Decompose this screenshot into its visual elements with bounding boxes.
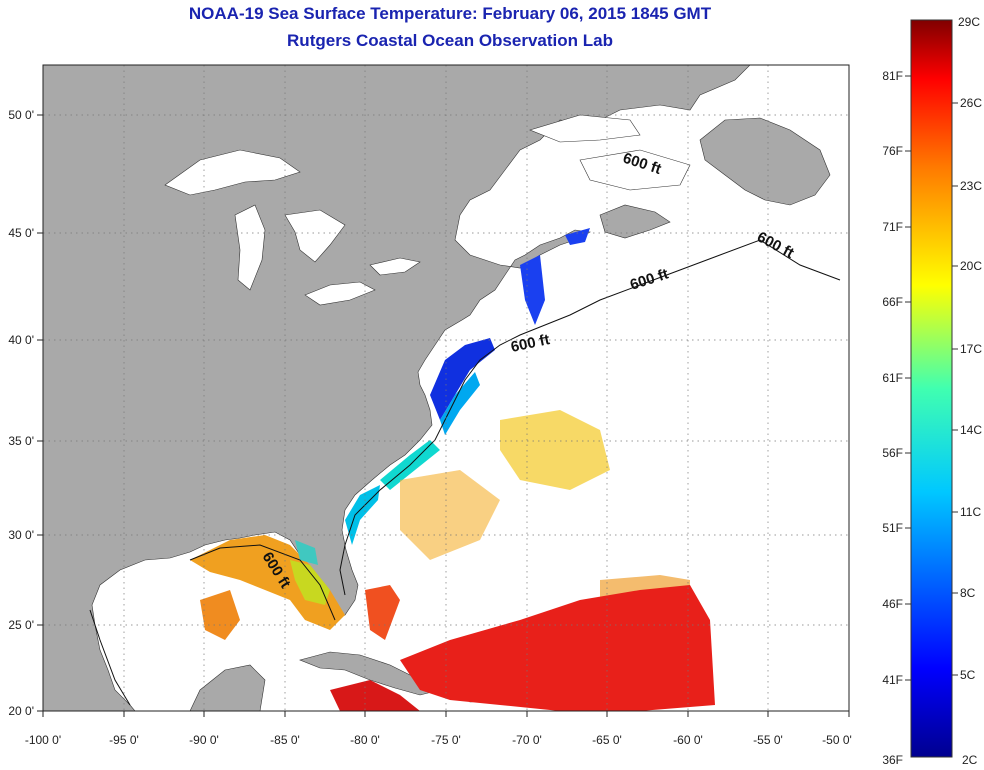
lon-label: -85 0' (270, 733, 300, 747)
lon-label: -75 0' (431, 733, 461, 747)
lat-label: 30 0' (8, 528, 34, 542)
land-newfoundland (699, 117, 831, 206)
lat-label: 35 0' (8, 434, 34, 448)
colorbar-c-label: 14C (960, 423, 982, 437)
map-subtitle: Rutgers Coastal Ocean Observation Lab (287, 31, 613, 50)
colorbar-bottom-c: 2C (962, 753, 978, 767)
colorbar-c-label: 5C (960, 668, 976, 682)
lon-label: -70 0' (512, 733, 542, 747)
colorbar-c-label: 11C (960, 505, 981, 519)
lat-label: 40 0' (8, 333, 34, 347)
colorbar-f-label: 46F (882, 597, 903, 611)
lon-label: -100 0' (25, 733, 61, 747)
land-north-america (43, 65, 751, 711)
lat-label: 45 0' (8, 226, 34, 240)
colorbar-f-label: 66F (882, 295, 903, 309)
lon-label: -80 0' (350, 733, 380, 747)
colorbar-gradient (910, 19, 953, 758)
colorbar-top-c: 29C (958, 15, 980, 29)
colorbar-f-label: 51F (882, 521, 903, 535)
lon-label: -90 0' (189, 733, 219, 747)
colorbar-bottom-f: 36F (882, 753, 903, 767)
colorbar-c-label: 17C (960, 342, 982, 356)
colorbar-c-label: 23C (960, 179, 982, 193)
lon-label: -65 0' (592, 733, 622, 747)
colorbar-c-label: 26C (960, 96, 982, 110)
latitude-labels: 50 0' 45 0' 40 0' 35 0' 30 0' 25 0' 20 0… (8, 108, 34, 718)
lat-label: 20 0' (8, 704, 34, 718)
colorbar-f-label: 71F (882, 220, 903, 234)
great-lakes (164, 114, 691, 306)
longitude-labels: -100 0' -95 0' -90 0' -85 0' -80 0' -75 … (25, 733, 852, 747)
tick-marks (37, 114, 850, 717)
lat-label: 25 0' (8, 618, 34, 632)
lon-label: -50 0' (822, 733, 852, 747)
sst-field-warm (330, 410, 715, 711)
isobath-600ft (89, 239, 841, 706)
sst-field-gulf (190, 535, 345, 640)
lon-label: -55 0' (753, 733, 783, 747)
colorbar-f-label: 76F (882, 144, 903, 158)
colorbar-c-label: 20C (960, 259, 982, 273)
lon-label: -60 0' (673, 733, 703, 747)
colorbar-f-label: 56F (882, 446, 903, 460)
land-yucatan (189, 664, 266, 711)
land-nova-scotia (599, 204, 671, 239)
colorbar-c-label: 8C (960, 586, 976, 600)
colorbar-f-label: 41F (882, 673, 903, 687)
lon-label: -95 0' (109, 733, 139, 747)
graticule (43, 65, 849, 711)
colorbar-f-label: 61F (882, 371, 903, 385)
map-title: NOAA-19 Sea Surface Temperature: Februar… (188, 4, 712, 23)
colorbar: 29C 26C 23C 20C 17C 14C 11C 8C 5C 2C 81F… (882, 15, 982, 767)
lat-label: 50 0' (8, 108, 34, 122)
colorbar-f-label: 81F (882, 69, 903, 83)
